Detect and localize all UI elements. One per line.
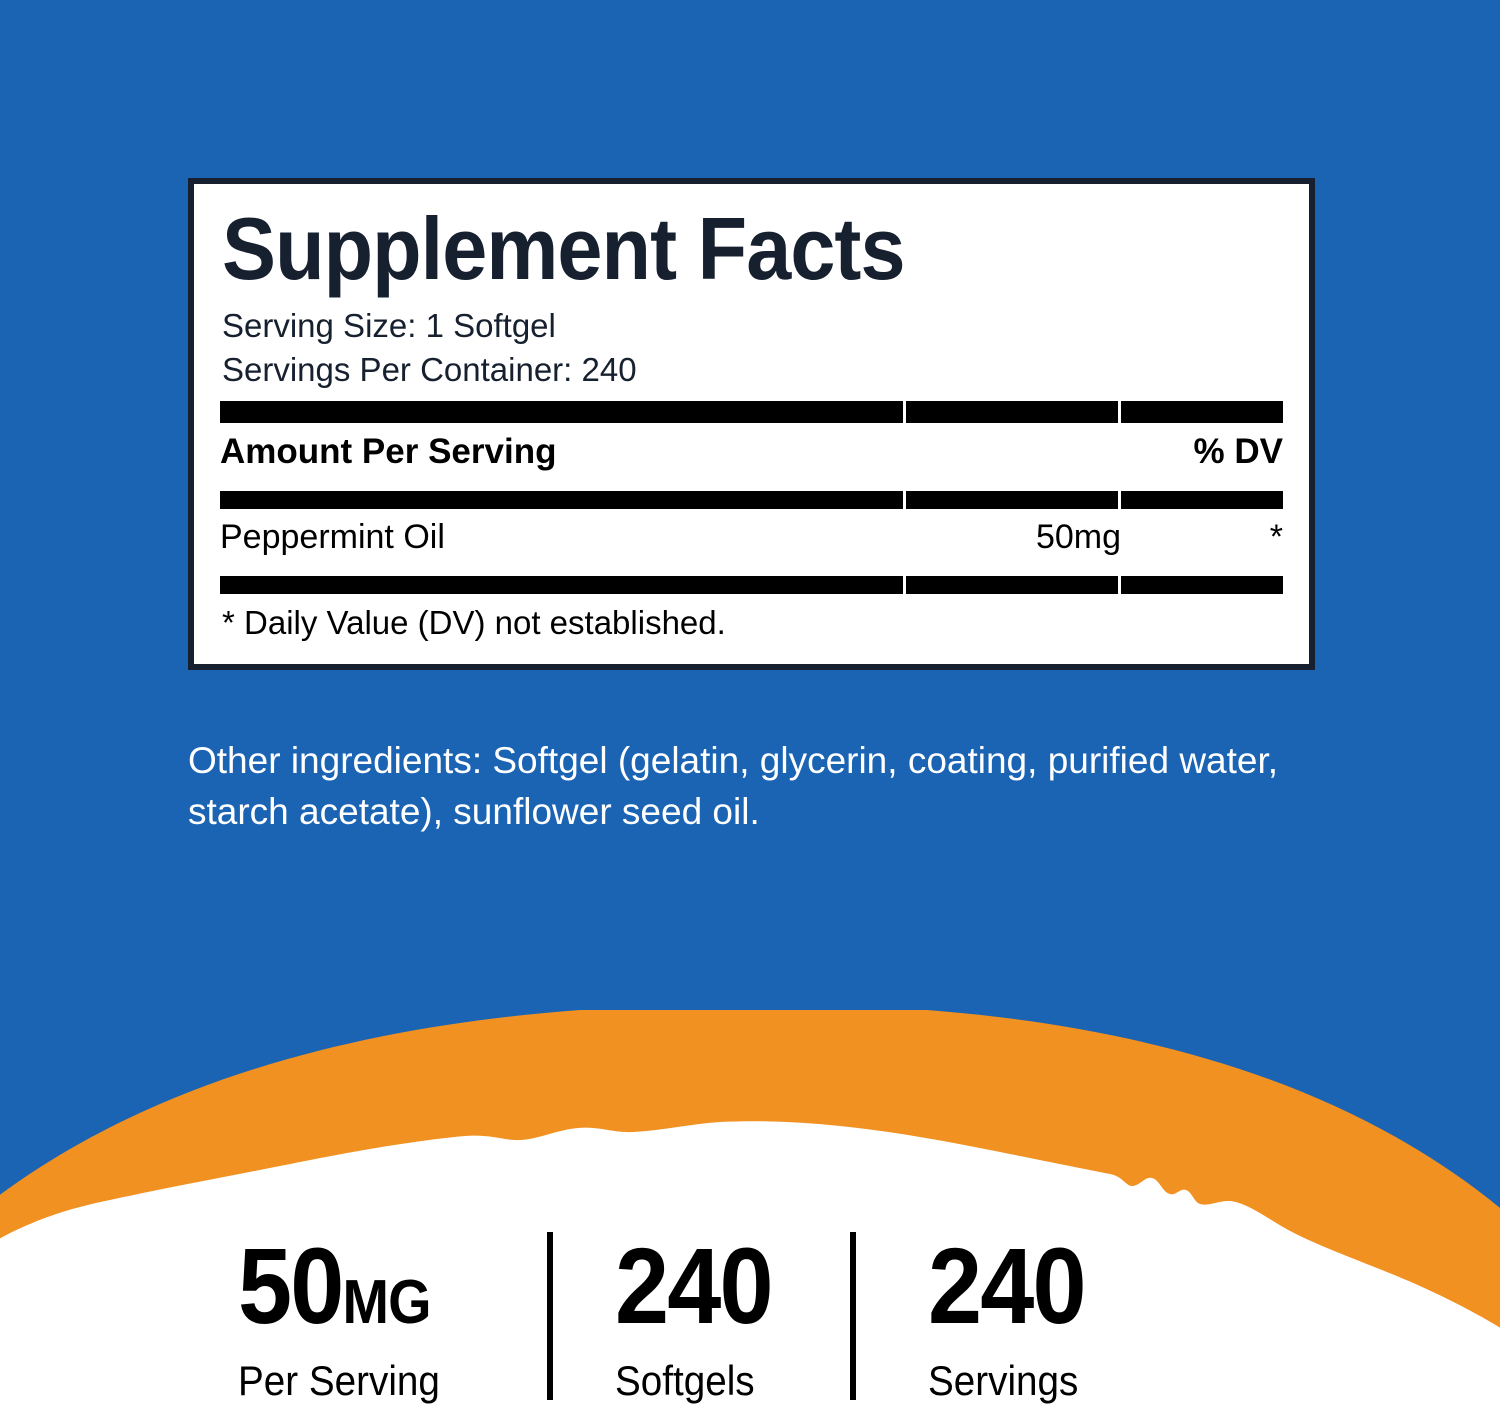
stat-divider: [547, 1232, 554, 1400]
rule-gap: [1118, 576, 1121, 595]
supplement-facts-panel: Supplement Facts Serving Size: 1 Softgel…: [188, 178, 1315, 671]
rule-segment: [1121, 576, 1283, 595]
stat-number: 50: [238, 1225, 344, 1346]
rule-segment: [220, 401, 903, 424]
stat-divider: [849, 1232, 856, 1400]
rule-gap: [1118, 401, 1121, 424]
stat-label-count: Softgels: [615, 1357, 756, 1404]
table-header-row: Amount Per Serving % DV: [220, 423, 1283, 481]
page-title: Supplement Facts: [222, 199, 906, 298]
percent-dv-header: % DV: [1193, 432, 1283, 472]
amount-per-serving-header: Amount Per Serving: [220, 432, 557, 472]
rule-segment: [220, 491, 903, 510]
stat-unit: MG: [342, 1268, 432, 1337]
stat-label-dosage: Per Serving: [238, 1357, 440, 1404]
rule-gap: [903, 576, 906, 595]
rule-segment: [220, 576, 903, 595]
stat-value-dosage: 50MG: [238, 1232, 432, 1340]
table-rule-middle: [220, 491, 1283, 510]
ingredient-percent-dv: *: [1269, 518, 1283, 557]
rule-segment: [1121, 491, 1283, 510]
servings-per-container-text: Servings Per Container: 240: [222, 350, 637, 388]
rule-gap: [903, 401, 906, 424]
rule-gap: [903, 491, 906, 510]
rule-segment: [1121, 401, 1283, 424]
decorative-swoosh-artwork: [0, 1010, 1500, 1404]
serving-size-text: Serving Size: 1 Softgel: [222, 307, 556, 345]
stat-value-servings: 240: [928, 1232, 1087, 1340]
stat-number: 240: [615, 1225, 774, 1346]
stat-block-count: 240 Softgels: [615, 1232, 789, 1402]
stat-number: 240: [927, 1225, 1087, 1346]
rule-segment: [906, 576, 1118, 595]
other-ingredients-text: Other ingredients: Softgel (gelatin, gly…: [188, 740, 1279, 833]
daily-value-footnote: * Daily Value (DV) not established.: [222, 604, 726, 642]
stat-block-servings: 240 Servings: [928, 1232, 1102, 1402]
ingredient-amount: 50mg: [1035, 518, 1121, 557]
stat-block-dosage: 50MG Per Serving: [238, 1232, 457, 1402]
table-rule-bottom: [220, 576, 1283, 595]
stat-label-servings: Servings: [927, 1357, 1078, 1404]
rule-segment: [906, 491, 1118, 510]
rule-segment: [906, 401, 1118, 424]
white-brushstroke-shape: [0, 1121, 1500, 1404]
ingredient-name: Peppermint Oil: [220, 518, 445, 557]
stats-bar: 50MG Per Serving 240 Softgels 240 Servin…: [0, 1232, 1500, 1404]
table-row: Peppermint Oil 50mg *: [220, 509, 1283, 566]
table-rule-top: [220, 401, 1283, 424]
rule-gap: [1118, 491, 1121, 510]
stat-value-count: 240: [615, 1232, 774, 1340]
